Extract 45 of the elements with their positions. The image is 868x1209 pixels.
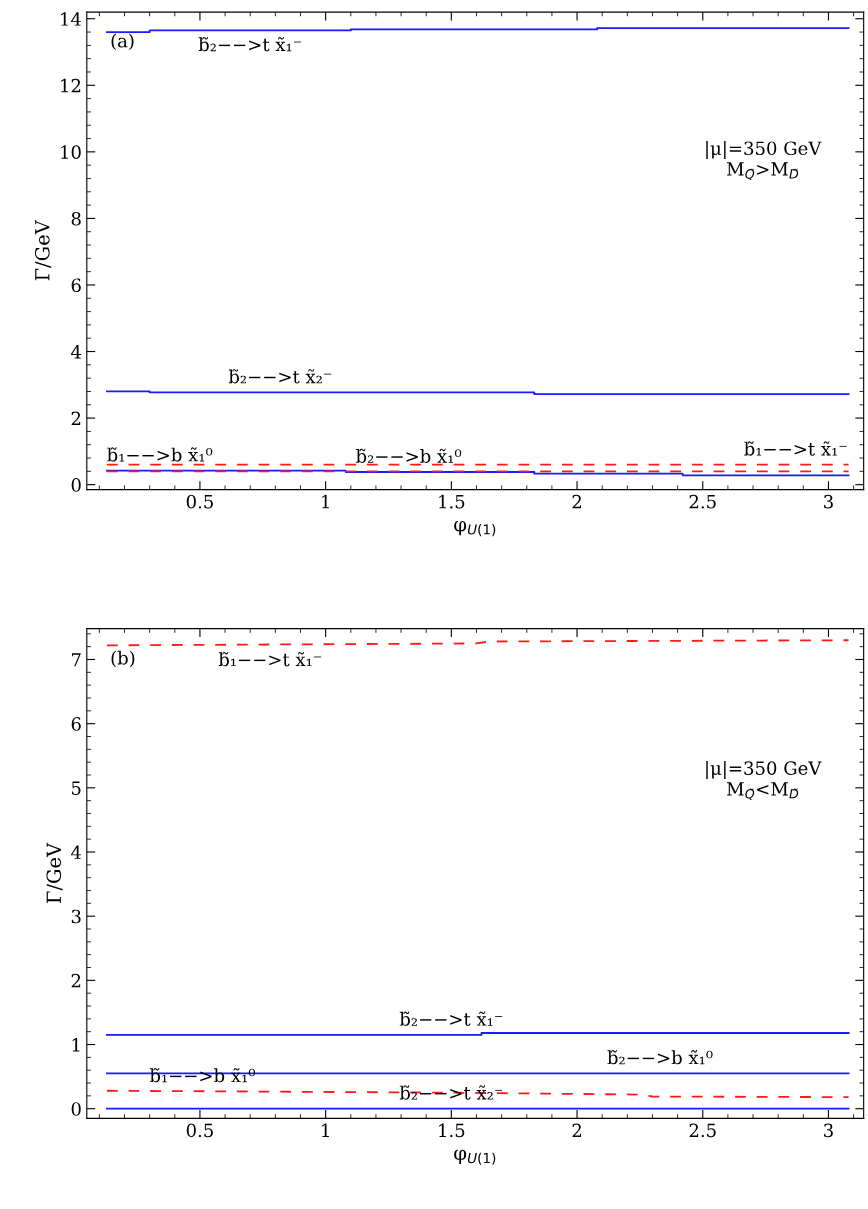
annotation: b̃₂−−>b x̃₁⁰	[356, 448, 462, 463]
x-tick-label: 0.5	[186, 1123, 213, 1138]
annotation: b̃₂−−>b x̃₁⁰	[607, 1050, 713, 1065]
x-tick-label: 1	[322, 494, 329, 509]
annotation: b̃₂−−>t x̃₁⁻	[198, 37, 302, 52]
y-tick-label: 3	[71, 909, 81, 924]
x-axis-title: φ$_{U(1)}$	[454, 521, 496, 537]
y-tick-label: 6	[71, 278, 81, 293]
x-tick-label: 2.5	[689, 494, 716, 509]
annotation: |μ|=350 GeV M$_{Q̃}$<M$_{D̃}$	[706, 760, 822, 800]
x-tick-label: 1.5	[439, 1123, 465, 1138]
x-axis-title: φ$_{U(1)}$	[454, 1149, 496, 1165]
x-tick-label: 2	[572, 1123, 582, 1137]
annotation: b̃₁−−>t x̃₁⁻	[218, 652, 322, 667]
x-tick-label: 3	[824, 1123, 833, 1138]
annotation: b̃₁−−>b x̃₁⁰	[107, 447, 213, 462]
y-tick-label: 2	[71, 973, 81, 988]
y-tick-label: 7	[71, 653, 81, 667]
annotation: b̃₂−−>t x̃₂⁻	[228, 369, 332, 384]
annotation: b̃₂−−>t x̃₁⁻	[399, 1011, 503, 1026]
y-tick-label: 10	[61, 145, 81, 159]
x-tick-label: 0.5	[186, 494, 213, 509]
annotation: b̃₁−−>t x̃₁⁻	[744, 441, 847, 456]
y-tick-label: 4	[71, 345, 82, 359]
y-tick-label: 1	[72, 1037, 80, 1052]
x-tick-label: 2.5	[689, 1123, 716, 1138]
annotation: |μ|=350 GeV M$_{Q̃}$>M$_{D̃}$	[706, 141, 822, 181]
y-axis-title: Γ/GeV	[34, 220, 52, 281]
y-tick-label: 0	[71, 478, 81, 492]
x-tick-label: 1	[322, 1123, 329, 1137]
annotation: (a)	[111, 33, 134, 51]
y-tick-label: 12	[61, 78, 81, 93]
y-tick-label: 4	[71, 845, 82, 859]
y-tick-label: 14	[61, 12, 82, 26]
annotation: (b)	[111, 650, 135, 668]
x-tick-label: 3	[824, 494, 833, 509]
x-tick-label: 2	[572, 494, 582, 509]
y-tick-label: 5	[71, 781, 81, 795]
y-tick-label: 6	[71, 717, 81, 731]
y-tick-label: 8	[71, 211, 81, 226]
y-axis-title: Γ/GeV	[46, 842, 63, 903]
y-tick-label: 0	[71, 1102, 81, 1116]
y-tick-label: 2	[71, 411, 81, 425]
x-tick-label: 1.5	[439, 494, 465, 509]
annotation: b̃₂−−>t x̃₂⁻	[399, 1085, 503, 1100]
